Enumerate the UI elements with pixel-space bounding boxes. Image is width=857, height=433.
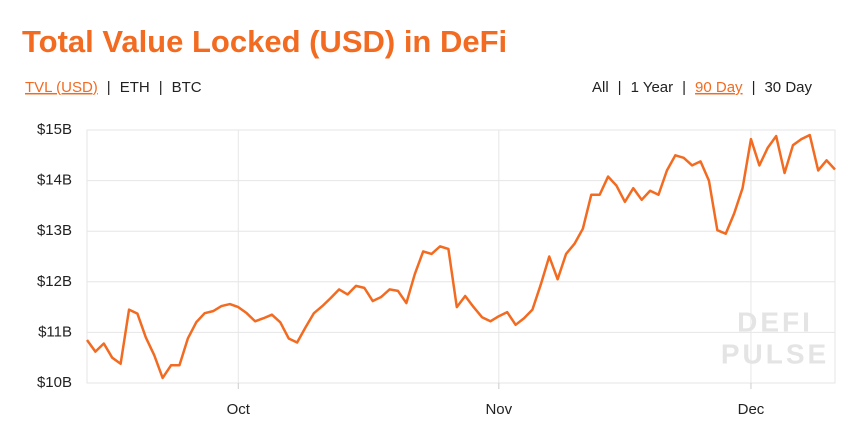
separator: |	[159, 79, 163, 96]
y-tick-label: $13B	[37, 222, 72, 239]
tab[interactable]: 1 Year	[631, 79, 674, 96]
y-tick-label: $14B	[37, 172, 72, 189]
tab[interactable]: 30 Day	[764, 79, 812, 96]
line	[85, 133, 836, 380]
y-tick-label: $15B	[37, 121, 72, 138]
separator: |	[107, 79, 111, 96]
tab[interactable]: All	[592, 79, 609, 96]
y-tick-label: $10B	[37, 374, 72, 391]
x-tick-label: Nov	[485, 401, 512, 418]
tab[interactable]: ETH	[120, 79, 150, 96]
y-tick-label: $11B	[38, 323, 72, 340]
x-tick-label: Dec	[738, 401, 765, 418]
y-tick-label: $12B	[37, 273, 72, 290]
separator: |	[752, 79, 756, 96]
chart-title: Total Value Locked (USD) in DeFi	[22, 24, 507, 59]
watermark: PULSE	[721, 338, 829, 369]
separator: |	[618, 79, 622, 96]
tab[interactable]: TVL (USD)	[25, 79, 98, 96]
tab[interactable]: BTC	[172, 79, 202, 96]
separator: |	[682, 79, 686, 96]
tab[interactable]: 90 Day	[695, 79, 743, 96]
x-tick-label: Oct	[227, 401, 251, 418]
watermark: DEFI	[737, 306, 813, 337]
